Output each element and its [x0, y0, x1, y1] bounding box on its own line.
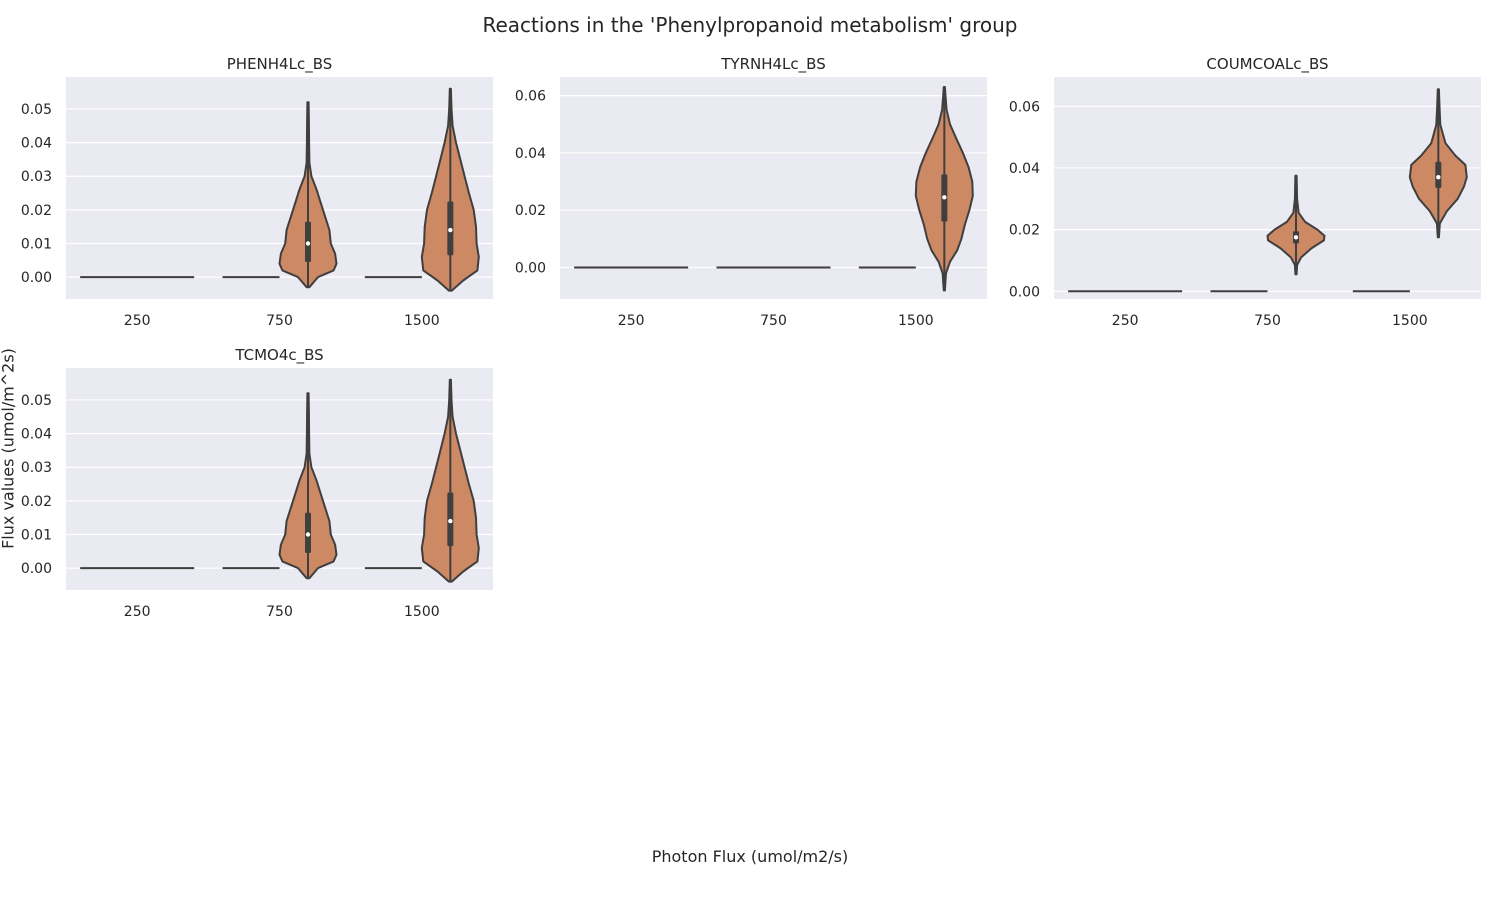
x-tick-label: 750: [760, 313, 787, 329]
y-tick-label: 0.04: [21, 136, 52, 152]
x-tick-label: 1500: [404, 313, 440, 329]
violin-median: [305, 241, 311, 246]
y-tick-label: 0.00: [21, 270, 52, 286]
y-tick-label: 0.00: [21, 561, 52, 577]
x-tick-label: 750: [266, 313, 293, 329]
violin-median: [448, 518, 453, 524]
y-tick-label: 0.04: [515, 146, 546, 162]
subplot-title: COUMCOALc_BS: [1206, 55, 1328, 74]
x-tick-label: 250: [124, 604, 151, 620]
x-tick-label: 1500: [1392, 313, 1428, 329]
x-tick-label: 750: [1254, 313, 1281, 329]
figure-title: Reactions in the 'Phenylpropanoid metabo…: [482, 13, 1018, 37]
violin-median: [305, 532, 311, 537]
x-tick-label: 1500: [898, 313, 934, 329]
y-tick-label: 0.03: [21, 460, 52, 476]
y-tick-label: 0.02: [21, 203, 52, 219]
y-tick-label: 0.05: [21, 393, 52, 409]
y-tick-label: 0.02: [21, 494, 52, 510]
violin-iqr-box: [1435, 161, 1442, 188]
y-tick-label: 0.02: [1009, 223, 1040, 239]
x-tick-label: 1500: [404, 604, 440, 620]
violin-median: [448, 227, 453, 233]
violin-median: [942, 195, 947, 200]
y-tick-label: 0.03: [21, 169, 52, 185]
y-tick-label: 0.05: [21, 102, 52, 118]
x-tick-label: 250: [124, 313, 151, 329]
x-axis-label: Photon Flux (umol/m2/s): [651, 847, 849, 866]
y-tick-label: 0.06: [1009, 99, 1040, 115]
violin-median: [1436, 175, 1441, 180]
subplot: 0.00 0.02 0.04 0.06 TYRNH4Lc_BS 250 750 1500: [515, 55, 987, 329]
y-tick-label: 0.04: [21, 427, 52, 443]
plot-area: [1054, 77, 1481, 299]
subplot: 0.00 0.01 0.02 0.03 0.04 0.05 TCMO4c_BS 250 750 1…: [21, 346, 493, 620]
y-tick-label: 0.04: [1009, 161, 1040, 177]
y-tick-label: 0.06: [515, 89, 546, 105]
x-tick-label: 250: [1112, 313, 1139, 329]
y-axis-label: Flux values (umol/m^2s): [0, 348, 18, 549]
y-tick-label: 0.02: [515, 203, 546, 219]
subplot-title: PHENH4Lc_BS: [227, 55, 333, 74]
subplot-title: TCMO4c_BS: [234, 346, 323, 365]
subplot-title: TYRNH4Lc_BS: [720, 55, 825, 74]
y-tick-label: 0.01: [21, 528, 52, 544]
subplot: 0.00 0.01 0.02 0.03 0.04 0.05 PHENH4Lc_BS 250 75…: [21, 55, 493, 329]
y-tick-label: 0.01: [21, 237, 52, 253]
subplot: 0.00 0.02 0.04 0.06 COUMCOALc_BS 250 750 1500: [1009, 55, 1481, 329]
x-tick-label: 250: [618, 313, 645, 329]
y-tick-label: 0.00: [1009, 284, 1040, 300]
y-tick-label: 0.00: [515, 260, 546, 276]
violin-median: [1293, 235, 1299, 240]
x-tick-label: 750: [266, 604, 293, 620]
